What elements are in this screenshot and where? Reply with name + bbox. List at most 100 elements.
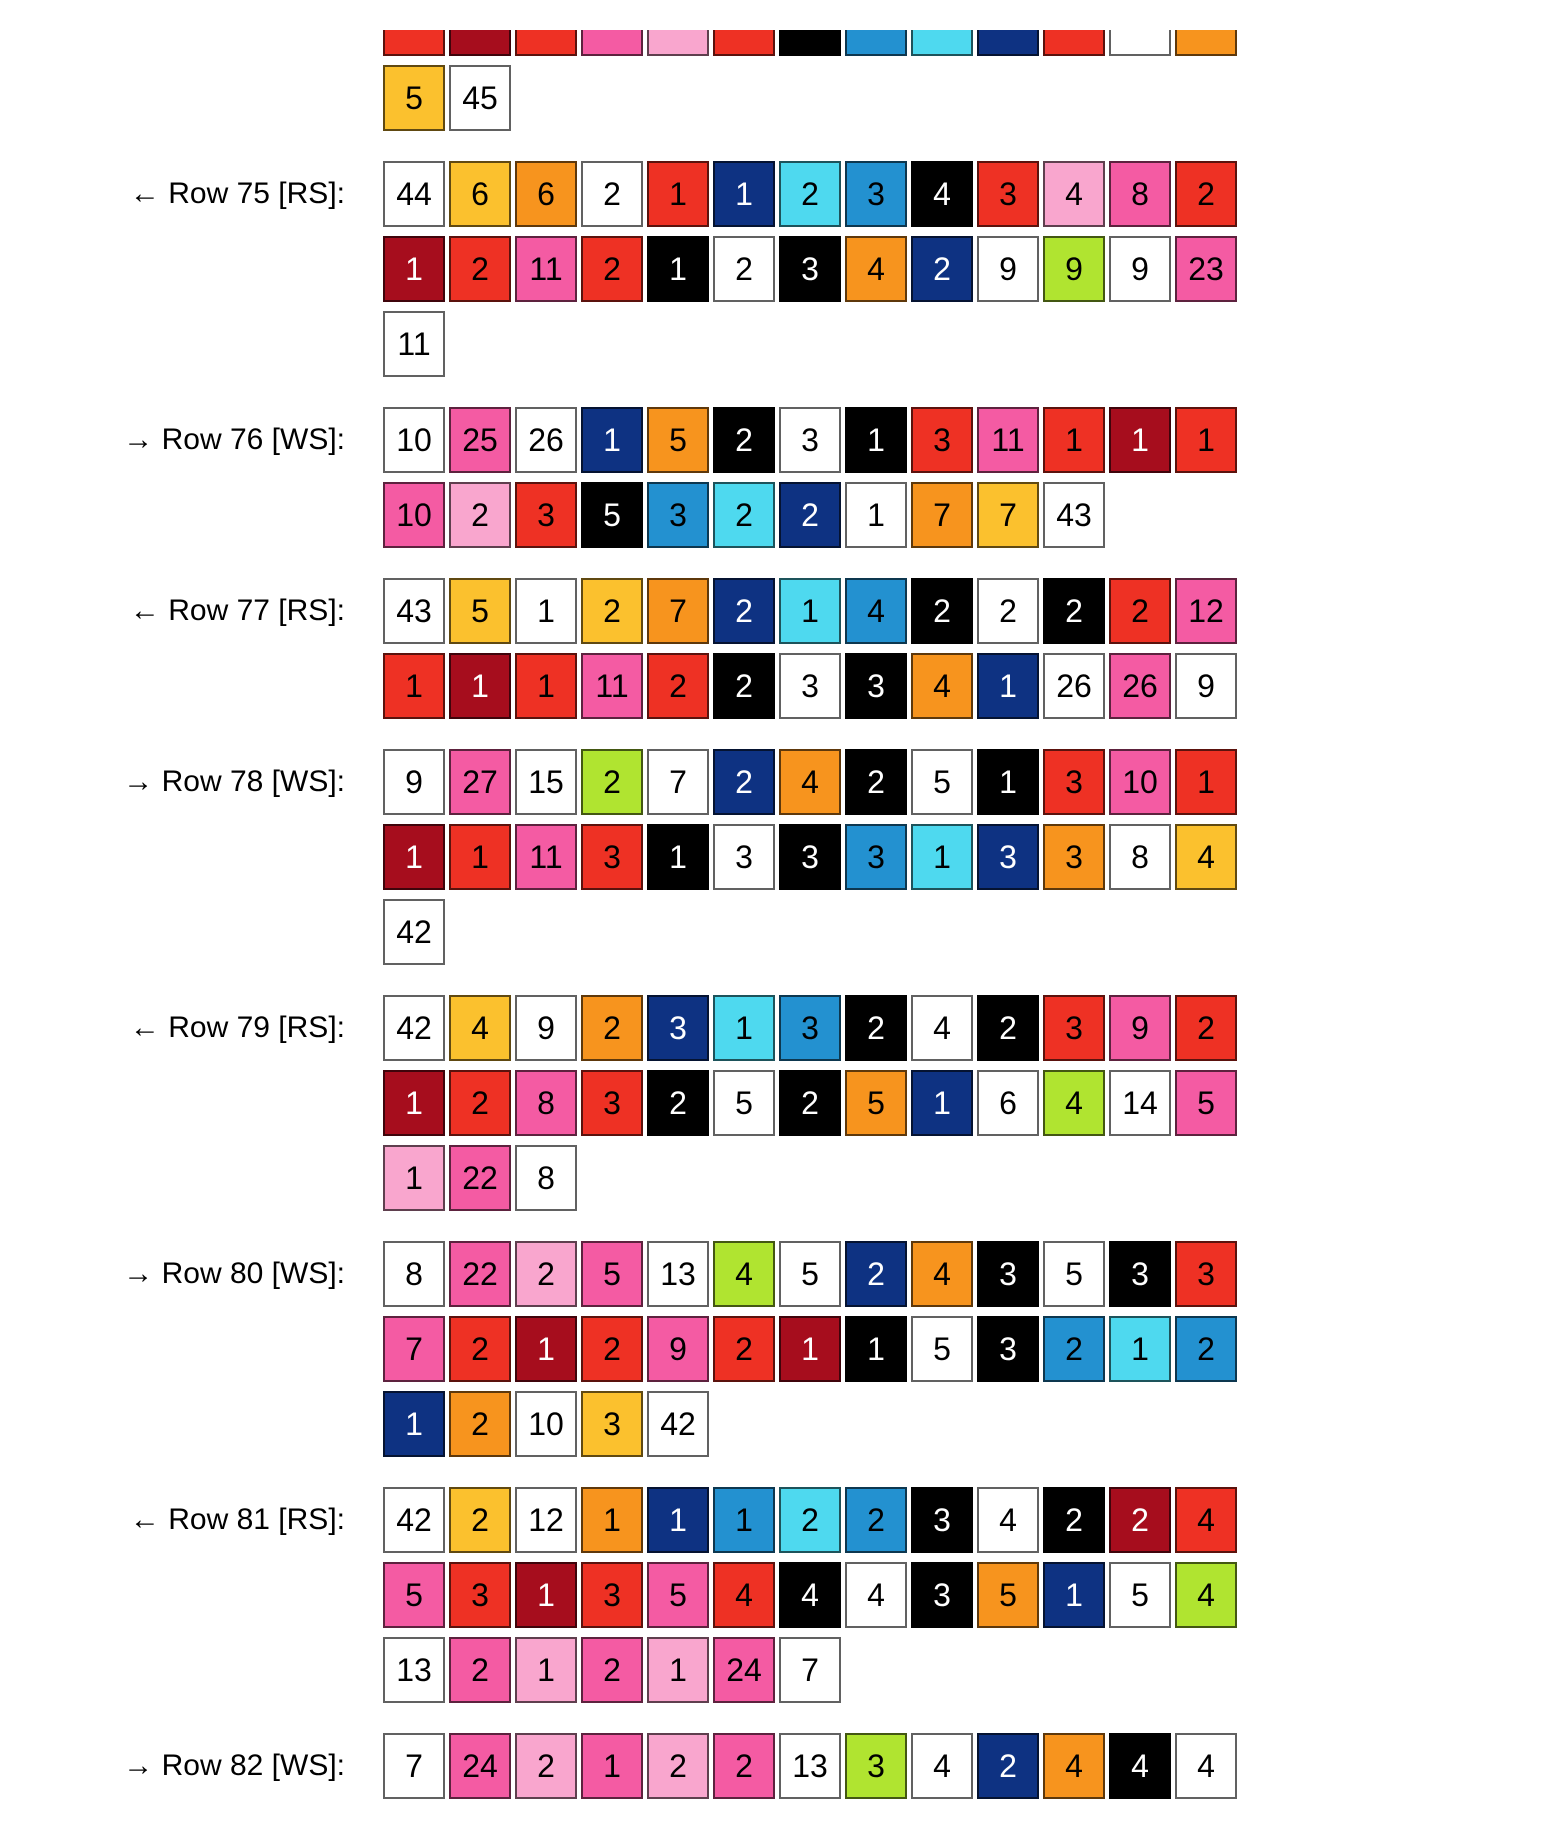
- stitch-count-cell: 1: [449, 824, 511, 890]
- stitch-count-cell: 2: [449, 1637, 511, 1703]
- stitch-line: 43 5 1 2 7 2 1 4 2 2 2 2 12: [383, 578, 1237, 644]
- clipped-color-cell: [647, 30, 709, 56]
- stitch-count-cell: 5: [845, 1070, 907, 1136]
- stitch-count-cell: 6: [977, 1070, 1039, 1136]
- stitch-count-cell: 9: [1109, 995, 1171, 1061]
- stitch-line: 1 1 1 11 2 2 3 3 4 1 26 26 9: [383, 653, 1237, 719]
- clipped-color-cell: [449, 30, 511, 56]
- stitch-count-cell: 22: [449, 1241, 511, 1307]
- stitch-count-cell: 1: [515, 578, 577, 644]
- stitch-count-cell: 1: [647, 161, 709, 227]
- stitch-count-cell: 2: [449, 1316, 511, 1382]
- stitch-count-cell: 4: [1043, 161, 1105, 227]
- stitch-count-cell: 10: [515, 1391, 577, 1457]
- stitch-count-cell: 1: [1043, 1562, 1105, 1628]
- clipped-color-cell: [383, 30, 445, 56]
- clipped-color-cell: [515, 30, 577, 56]
- stitch-count-cell: 1: [713, 161, 775, 227]
- stitch-count-cell: 4: [911, 1241, 973, 1307]
- stitch-count-cell: 2: [845, 1241, 907, 1307]
- stitch-count-cell: 8: [515, 1145, 577, 1211]
- stitch-count-cell: 5: [383, 1562, 445, 1628]
- stitch-count-cell: 2: [1043, 1316, 1105, 1382]
- stitch-count-cell: 2: [449, 236, 511, 302]
- stitch-count-cell: 2: [911, 236, 973, 302]
- stitch-count-cell: 2: [911, 578, 973, 644]
- row-group: ← Row 81 [RS]: 42 2 12 1 1 1 2 2 3 4 2 2 4 5 3 1 3 5 4 4 4 3 5 1…: [0, 1487, 1551, 1703]
- stitch-count-cell: 4: [977, 1487, 1039, 1553]
- clipped-color-cell: [845, 30, 907, 56]
- stitch-count-cell: 2: [713, 407, 775, 473]
- stitch-count-cell: 10: [1109, 749, 1171, 815]
- stitch-count-cell: 1: [581, 407, 643, 473]
- stitch-count-cell: 9: [383, 749, 445, 815]
- stitch-lines: 10 25 26 1 5 2 3 1 3 11 1 1 1 10 2 3 5 3 2 2 1 7 7 43: [383, 407, 1237, 548]
- row-group: 5 45: [0, 30, 1551, 131]
- stitch-count-cell: 1: [581, 1733, 643, 1799]
- stitch-line: 11: [383, 311, 1237, 377]
- stitch-count-cell: 3: [1175, 1241, 1237, 1307]
- stitch-count-cell: 3: [779, 824, 841, 890]
- clipped-color-cell: [1043, 30, 1105, 56]
- stitch-count-cell: 2: [977, 1733, 1039, 1799]
- stitch-count-cell: 1: [647, 236, 709, 302]
- stitch-count-cell: 4: [713, 1241, 775, 1307]
- stitch-lines: 7 24 2 1 2 2 13 3 4 2 4 4 4: [383, 1733, 1237, 1799]
- stitch-count-cell: 5: [911, 749, 973, 815]
- stitch-count-cell: 9: [977, 236, 1039, 302]
- stitch-line: 44 6 6 2 1 1 2 3 4 3 4 8 2: [383, 161, 1237, 227]
- row-group: → Row 80 [WS]: 8 22 2 5 13 4 5 2 4 3 5 3 3 7 2 1 2 9 2 1 1 5 3 2…: [0, 1241, 1551, 1457]
- stitch-line: 10 25 26 1 5 2 3 1 3 11 1 1 1: [383, 407, 1237, 473]
- stitch-count-cell: 26: [1109, 653, 1171, 719]
- stitch-count-cell: 4: [911, 995, 973, 1061]
- clipped-color-cell: [779, 30, 841, 56]
- stitch-count-cell: 8: [383, 1241, 445, 1307]
- stitch-line: 10 2 3 5 3 2 2 1 7 7 43: [383, 482, 1237, 548]
- stitch-count-cell: 1: [1175, 749, 1237, 815]
- stitch-count-cell: 1: [977, 653, 1039, 719]
- stitch-count-cell: 1: [383, 1070, 445, 1136]
- stitch-count-cell: 3: [647, 995, 709, 1061]
- stitch-line: 42: [383, 899, 1237, 965]
- stitch-line: 8 22 2 5 13 4 5 2 4 3 5 3 3: [383, 1241, 1237, 1307]
- stitch-count-cell: 2: [449, 1391, 511, 1457]
- stitch-count-cell: 1: [911, 824, 973, 890]
- stitch-count-cell: 2: [449, 1487, 511, 1553]
- stitch-count-cell: 42: [383, 1487, 445, 1553]
- stitch-count-cell: 5: [647, 1562, 709, 1628]
- stitch-count-cell: 10: [383, 482, 445, 548]
- stitch-count-cell: 2: [779, 482, 841, 548]
- stitch-count-cell: 1: [449, 653, 511, 719]
- stitch-count-cell: 3: [515, 482, 577, 548]
- stitch-count-cell: 23: [1175, 236, 1237, 302]
- stitch-count-cell: 4: [911, 161, 973, 227]
- stitch-count-cell: 4: [1175, 824, 1237, 890]
- stitch-count-cell: 1: [1109, 407, 1171, 473]
- stitch-count-cell: 8: [1109, 824, 1171, 890]
- row-label: ← Row 75 [RS]:: [129, 177, 345, 210]
- row-label: ← Row 81 [RS]:: [129, 1503, 345, 1536]
- chart-area: 5 45 ← Row 75 [RS]: 44 6 6 2 1 1 2 3 4 3 4 8 2 1 2 11 2 1 2 3 4…: [0, 30, 1551, 1799]
- stitch-count-cell: 2: [515, 1733, 577, 1799]
- stitch-count-cell: 2: [1175, 995, 1237, 1061]
- stitch-lines: 44 6 6 2 1 1 2 3 4 3 4 8 2 1 2 11 2 1 2 3 4 2 9 9 9 23 11: [383, 161, 1237, 377]
- stitch-count-cell: 1: [845, 1316, 907, 1382]
- stitch-count-cell: 4: [713, 1562, 775, 1628]
- stitch-count-cell: 42: [647, 1391, 709, 1457]
- stitch-count-cell: 5: [1043, 1241, 1105, 1307]
- stitch-count-cell: 1: [1043, 407, 1105, 473]
- stitch-count-cell: 2: [581, 161, 643, 227]
- stitch-count-cell: 44: [383, 161, 445, 227]
- stitch-count-cell: 4: [779, 749, 841, 815]
- stitch-count-cell: 5: [977, 1562, 1039, 1628]
- stitch-line: 42 4 9 2 3 1 3 2 4 2 3 9 2: [383, 995, 1237, 1061]
- row-group: → Row 76 [WS]: 10 25 26 1 5 2 3 1 3 11 1 1 1 10 2 3 5 3 2 2 1…: [0, 407, 1551, 548]
- stitch-count-cell: 3: [1043, 824, 1105, 890]
- row-label: → Row 76 [WS]:: [123, 423, 345, 456]
- stitch-count-cell: 11: [977, 407, 1039, 473]
- stitch-line: 1 22 8: [383, 1145, 1237, 1211]
- stitch-line: 7 24 2 1 2 2 13 3 4 2 4 4 4: [383, 1733, 1237, 1799]
- stitch-count-cell: 2: [449, 1070, 511, 1136]
